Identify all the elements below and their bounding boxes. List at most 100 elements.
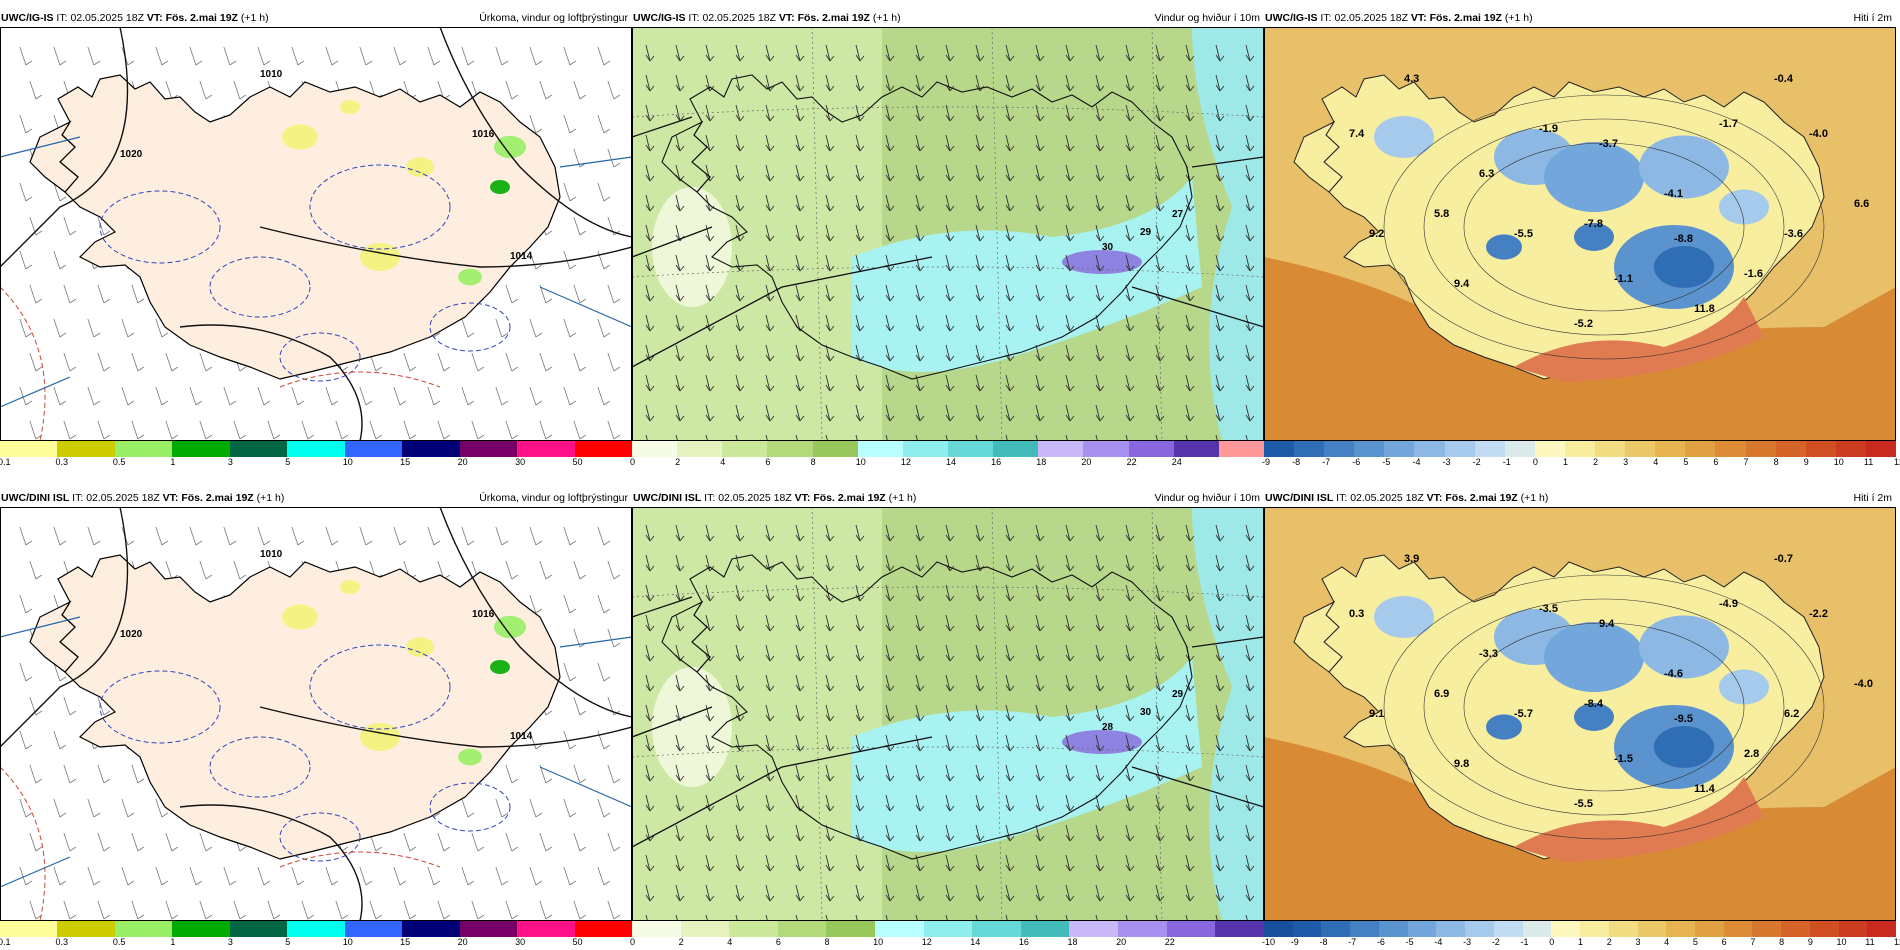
legend-swatch	[1781, 921, 1810, 937]
map-value-label: 9.4	[1454, 278, 1470, 290]
lead-time: (+1 h)	[888, 492, 917, 504]
lead-time: (+1 h)	[1504, 12, 1533, 24]
legend-swatch	[826, 921, 876, 937]
map-panel-p1: UWC/IG-IS IT: 02.05.2025 18Z VT: Fös. 2.…	[0, 9, 632, 467]
legend-swatch	[402, 441, 460, 457]
legend-swatch	[1775, 441, 1806, 457]
map-value-label: 30	[1140, 707, 1152, 718]
map-value-label: 2.8	[1744, 748, 1759, 760]
legend-swatch	[767, 441, 813, 457]
legend-swatch	[1867, 921, 1897, 937]
model-name: UWC/IG-IS	[633, 12, 686, 24]
vt-label: VT:	[1410, 12, 1427, 24]
legend-swatch	[1215, 921, 1264, 937]
legend-swatch	[1752, 921, 1782, 937]
it-label: IT:	[704, 492, 716, 504]
legend-swatch	[1173, 441, 1219, 457]
vt-label: VT:	[794, 492, 811, 504]
map-value-label: -0.7	[1774, 553, 1793, 565]
map-value-label: -5.5	[1574, 798, 1593, 810]
legend-swatch	[1504, 441, 1535, 457]
it-label: IT:	[688, 12, 700, 24]
legend-swatch	[677, 441, 723, 457]
legend-swatch	[287, 441, 345, 457]
map-value-label: -9.5	[1674, 713, 1693, 725]
legend-tick-label: -5	[1405, 937, 1414, 947]
map-value-label: -4.0	[1809, 128, 1828, 140]
init-time: 02.05.2025 18Z	[70, 12, 144, 24]
legend-tick-label: 2	[675, 457, 681, 467]
legend-swatch	[1292, 921, 1322, 937]
map-value-label: 9.1	[1369, 708, 1384, 720]
legend-tick-label: 6	[765, 457, 771, 467]
legend-tick-label: -8	[1292, 457, 1301, 467]
legend-tick-label: 22	[1126, 457, 1137, 467]
legend-tick-label: 1	[1578, 937, 1584, 947]
map-panel-p4: UWC/DINI ISL IT: 02.05.2025 18Z VT: Fös.…	[0, 489, 632, 947]
map-value-label: 0.3	[1349, 608, 1364, 620]
legend-swatch	[1534, 441, 1565, 457]
valid-time: Fös. 2.mai 19Z	[797, 12, 870, 24]
legend-swatch	[1685, 441, 1716, 457]
legend-tick-label: -3	[1442, 457, 1451, 467]
legend-tick-label: -9	[1290, 937, 1299, 947]
legend-swatch	[1608, 921, 1638, 937]
legend-tick-label: 10	[1833, 457, 1844, 467]
legend-swatch	[1384, 441, 1415, 457]
lead-time: (+1 h)	[240, 12, 269, 24]
legend-tick-label: 1	[1562, 457, 1568, 467]
legend-tick-label: 2	[1593, 457, 1599, 467]
legend-swatch	[993, 441, 1039, 457]
map-value-label: 9.4	[1599, 618, 1615, 630]
panel-header: UWC/DINI ISL IT: 02.05.2025 18Z VT: Fös.…	[1264, 489, 1896, 507]
map-value-label: -8.8	[1674, 233, 1693, 245]
legend-tick-label: 1	[170, 457, 176, 467]
legend-tick-label: -8	[1319, 937, 1328, 947]
legend-swatch	[1436, 921, 1466, 937]
legend-tick-label: 30	[515, 457, 526, 467]
it-label: IT:	[1336, 492, 1348, 504]
map-value-label: 1014	[510, 731, 533, 742]
panel-title: Vindur og hviður í 10m	[1154, 12, 1260, 24]
legend-swatch	[1695, 921, 1724, 937]
valid-time: Fös. 2.mai 19Z	[1445, 492, 1518, 504]
model-name: UWC/DINI ISL	[1265, 492, 1334, 504]
it-label: IT:	[72, 492, 84, 504]
legend-tick-label: 6	[775, 937, 781, 947]
legend-swatch	[1493, 921, 1523, 937]
legend-tick-label: 4	[1653, 457, 1659, 467]
legend-swatch	[1378, 921, 1408, 937]
panel-title: Hiti í 2m	[1853, 12, 1892, 24]
model-name: UWC/DINI ISL	[1, 492, 70, 504]
legend-tick-label: 10	[342, 937, 353, 947]
legend-tick-label: -4	[1412, 457, 1421, 467]
panel-header: UWC/DINI ISL IT: 02.05.2025 18Z VT: Fös.…	[0, 489, 632, 507]
legend-tick-label: 20	[1081, 457, 1092, 467]
map-value-label: 1016	[472, 129, 495, 140]
legend-tick-label: 12	[1894, 457, 1900, 467]
lead-time: (+1 h)	[872, 12, 901, 24]
legend-swatch	[459, 921, 518, 937]
legend-tick-label: 11	[1863, 457, 1874, 467]
legend-tick-label: 0.1	[0, 457, 11, 467]
legend-swatch	[1350, 921, 1379, 937]
map-panel-p3: UWC/IG-IS IT: 02.05.2025 18Z VT: Fös. 2.…	[1262, 9, 1900, 467]
model-name: UWC/IG-IS	[1, 12, 54, 24]
legend-tick-label: 7	[1743, 457, 1749, 467]
color-legend: -9-8-7-6-5-4-3-2-10123456789101112	[1262, 441, 1900, 467]
map-panel-p6: UWC/DINI ISL IT: 02.05.2025 18Z VT: Fös.…	[1262, 489, 1900, 947]
legend-swatch	[1128, 441, 1174, 457]
legend-swatch	[857, 441, 903, 457]
map-value-label: -1.6	[1744, 268, 1763, 280]
map-value-label: 1014	[510, 251, 533, 262]
map-value-label: 11.4	[1694, 783, 1716, 795]
legend-tick-label: 11	[1865, 937, 1875, 947]
map-value-label: 9.2	[1369, 228, 1384, 240]
legend-swatch	[344, 441, 403, 457]
legend-swatch	[1264, 441, 1295, 457]
map-canvas: 3.9 -0.7 0.3 -3.5 9.4 -4.9 -2.2 -3.3 -4.6 6.9 -4.0…	[1264, 507, 1896, 921]
legend-tick-label: 0.5	[112, 937, 126, 947]
map-value-label: -7.8	[1584, 218, 1603, 230]
vt-label: VT:	[778, 12, 795, 24]
map-value-label: 28	[1102, 722, 1114, 733]
